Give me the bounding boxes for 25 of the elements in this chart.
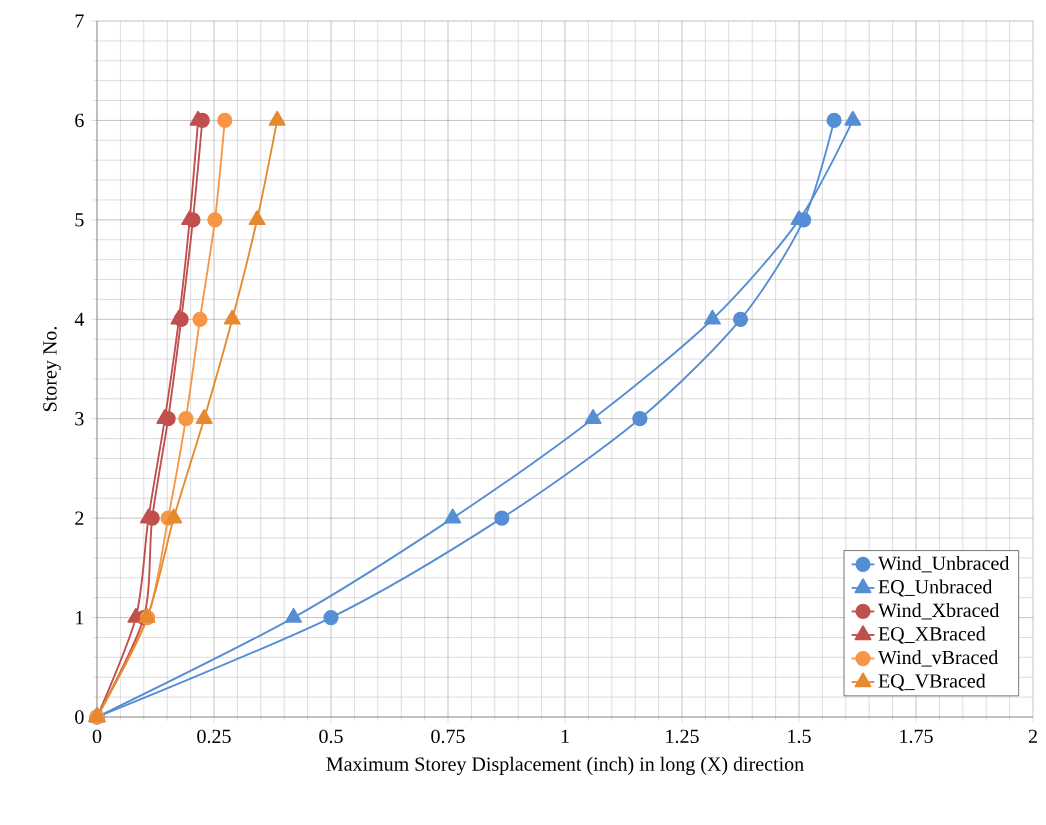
x-tick-label: 1 bbox=[561, 729, 569, 743]
legend-label: EQ_XBraced bbox=[878, 626, 986, 644]
x-tick-label: 0 bbox=[92, 729, 102, 744]
y-tick-label: 6 bbox=[75, 113, 84, 128]
y-tick-label: 2 bbox=[75, 511, 84, 525]
x-axis-title: Maximum Storey Displacement (inch) in long (X) direction bbox=[326, 756, 804, 775]
y-axis-title: Storey No. bbox=[43, 326, 61, 411]
y-tick-label: 0 bbox=[75, 710, 84, 724]
x-tick-label: 0.5 bbox=[319, 729, 343, 744]
y-tick-label: 1 bbox=[76, 610, 84, 625]
x-tick-label: 1.5 bbox=[788, 729, 811, 744]
y-tick-label: 4 bbox=[74, 312, 85, 326]
x-tick-label: 2 bbox=[1028, 729, 1037, 743]
x-tick-label: 1.25 bbox=[666, 729, 699, 744]
legend-label: Wind_Unbraced bbox=[878, 555, 1010, 573]
legend-label: Wind_Xbraced bbox=[878, 603, 1000, 620]
y-tick-label: 5 bbox=[75, 213, 84, 227]
x-tick-label: 0.75 bbox=[431, 729, 465, 744]
y-tick-label: 7 bbox=[75, 14, 84, 28]
x-tick-label: 0.25 bbox=[197, 729, 231, 744]
legend-label: EQ_VBraced bbox=[878, 673, 986, 691]
y-tick-label: 3 bbox=[75, 412, 84, 426]
x-tick-label: 1.75 bbox=[900, 729, 933, 744]
legend-label: EQ_Unbraced bbox=[878, 579, 993, 597]
legend-label: Wind_vBraced bbox=[878, 650, 999, 667]
